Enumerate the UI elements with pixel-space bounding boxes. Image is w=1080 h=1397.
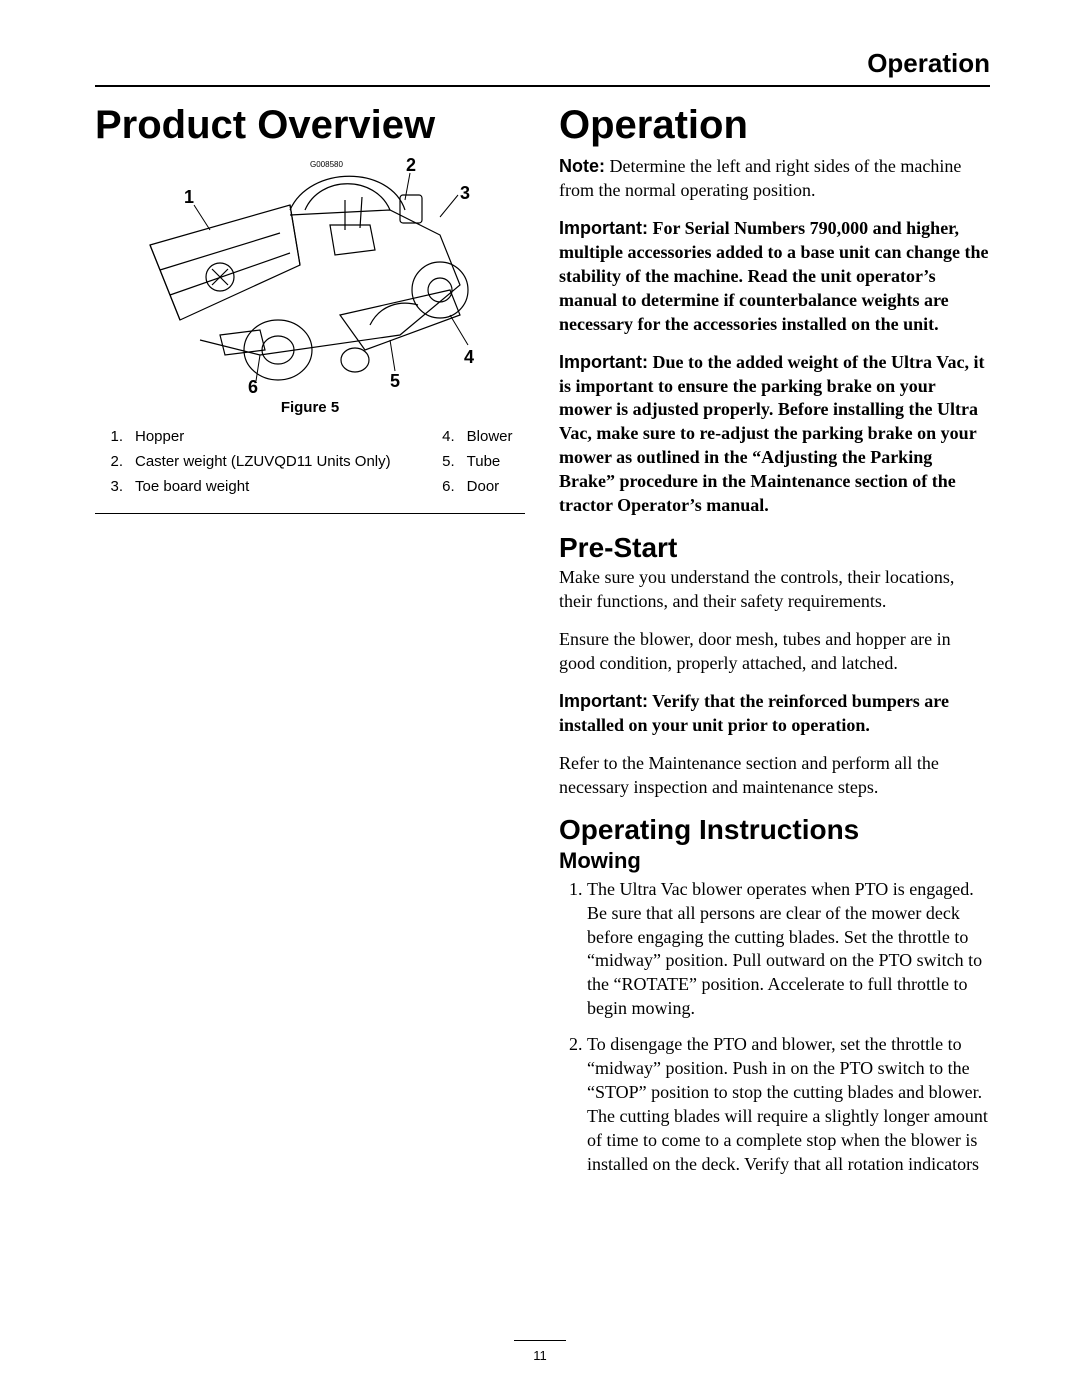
part-num: 4. (427, 424, 461, 449)
operating-instructions-heading: Operating Instructions (559, 814, 990, 846)
figure-gcode: G008580 (310, 160, 343, 169)
pre-start-p2: Ensure the blower, door mesh, tubes and … (559, 628, 990, 676)
part-name: Caster weight (LZUVQD11 Units Only) (129, 449, 427, 474)
part-num: 2. (95, 449, 129, 474)
important-text: Due to the added weight of the Ultra Vac… (559, 352, 984, 516)
header-rule (95, 85, 990, 87)
left-column: Product Overview (95, 97, 525, 1189)
part-name: Blower (461, 424, 525, 449)
important-lead: Important: (559, 218, 648, 238)
part-num: 3. (95, 474, 129, 499)
page-number-rule (514, 1340, 566, 1341)
callout-4: 4 (464, 347, 474, 367)
pre-start-p1: Make sure you understand the controls, t… (559, 566, 990, 614)
page: Operation Product Overview (0, 0, 1080, 1397)
right-column: Operation Note: Determine the left and r… (559, 97, 990, 1189)
table-row: 2. Caster weight (LZUVQD11 Units Only) 5… (95, 449, 525, 474)
part-num: 1. (95, 424, 129, 449)
page-number: 11 (533, 1348, 547, 1363)
parts-list-table: 1. Hopper 4. Blower 2. Caster weight (LZ… (95, 424, 525, 499)
important-3: Important: Verify that the reinforced bu… (559, 690, 990, 738)
part-name: Hopper (129, 424, 427, 449)
pre-start-p3: Refer to the Maintenance section and per… (559, 752, 990, 800)
part-name: Toe board weight (129, 474, 427, 499)
product-overview-title: Product Overview (95, 103, 525, 147)
mowing-steps: The Ultra Vac blower operates when PTO i… (559, 878, 990, 1177)
mowing-heading: Mowing (559, 848, 990, 874)
list-item: The Ultra Vac blower operates when PTO i… (587, 878, 990, 1022)
important-lead: Important: (559, 691, 648, 711)
important-lead: Important: (559, 352, 648, 372)
part-name: Door (461, 474, 525, 499)
callout-5: 5 (390, 371, 400, 391)
note-text: Determine the left and right sides of th… (559, 156, 961, 200)
callout-1: 1 (184, 187, 194, 207)
note-lead: Note: (559, 156, 605, 176)
two-column-layout: Product Overview (95, 97, 990, 1189)
part-name: Tube (461, 449, 525, 474)
part-num: 5. (427, 449, 461, 474)
table-row: 1. Hopper 4. Blower (95, 424, 525, 449)
callout-6: 6 (248, 377, 258, 395)
important-2: Important: Due to the added weight of th… (559, 351, 990, 519)
figure-5-caption: Figure 5 (140, 399, 480, 416)
table-row: 3. Toe board weight 6. Door (95, 474, 525, 499)
part-num: 6. (427, 474, 461, 499)
running-header: Operation (95, 48, 990, 79)
pre-start-heading: Pre-Start (559, 532, 990, 564)
left-column-end-rule (95, 513, 525, 514)
figure-5-wrapper: 1 2 3 4 5 6 G008580 Figure 5 (140, 155, 480, 416)
callout-3: 3 (460, 183, 470, 203)
operation-title: Operation (559, 103, 990, 147)
note-paragraph: Note: Determine the left and right sides… (559, 155, 990, 203)
list-item: To disengage the PTO and blower, set the… (587, 1033, 990, 1177)
figure-5-illustration: 1 2 3 4 5 6 G008580 (140, 155, 480, 395)
important-1: Important: For Serial Numbers 790,000 an… (559, 217, 990, 337)
callout-2: 2 (406, 155, 416, 175)
